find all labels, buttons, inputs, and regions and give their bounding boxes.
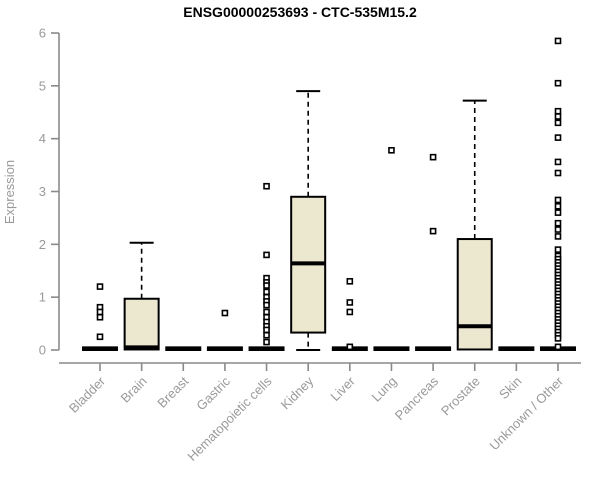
outlier-hematopoietic-cells-8	[263, 301, 270, 309]
outlier-liver-1	[346, 299, 354, 306]
outlier-unknown-other-5	[554, 134, 562, 141]
outlier-unknown-other-3	[554, 113, 562, 120]
outlier-liver-0	[346, 278, 354, 285]
outlier-unknown-other-14	[554, 246, 562, 253]
outlier-bladder-0	[96, 283, 104, 290]
x-label-prostate: Prostate	[438, 374, 483, 419]
outlier-unknown-other-7	[554, 169, 562, 177]
box-brain	[123, 297, 160, 351]
outlier-unknown-other-2	[554, 107, 562, 115]
y-tick-label-3: 3	[39, 184, 46, 199]
x-label-kidney: Kidney	[278, 373, 317, 412]
outlier-lung-0	[388, 146, 395, 154]
outlier-bladder-4	[96, 333, 104, 341]
outlier-bladder-2	[96, 308, 104, 316]
outlier-unknown-other-42	[554, 343, 562, 351]
outlier-gastric-0	[221, 309, 229, 317]
outlier-unknown-other-12	[554, 226, 562, 233]
outlier-hematopoietic-cells-15	[263, 338, 270, 346]
outlier-pancreas-0	[429, 153, 437, 161]
outlier-liver-2	[346, 308, 354, 316]
x-label-unknown-other: Unknown / Other	[487, 373, 567, 453]
y-tick-label-2: 2	[39, 237, 46, 252]
chart-title: ENSG00000253693 - CTC-535M15.2	[183, 4, 417, 20]
outlier-unknown-other-6	[554, 158, 562, 166]
x-label-bladder: Bladder	[66, 373, 109, 416]
outlier-unknown-other-11	[554, 219, 562, 227]
x-label-gastric: Gastric	[193, 373, 233, 413]
outlier-pancreas-1	[429, 227, 437, 235]
outlier-unknown-other-41	[554, 335, 562, 342]
outlier-unknown-other-1	[554, 79, 562, 87]
outlier-hematopoietic-cells-14	[263, 331, 270, 339]
outlier-unknown-other-0	[554, 37, 562, 45]
outlier-unknown-other-9	[554, 202, 562, 210]
x-label-brain: Brain	[118, 374, 150, 406]
outlier-bladder-3	[96, 313, 104, 321]
outlier-hematopoietic-cells-0	[263, 182, 270, 190]
box-prostate	[456, 238, 493, 351]
x-label-liver: Liver	[327, 373, 358, 404]
y-tick-label-1: 1	[39, 290, 46, 305]
x-label-lung: Lung	[369, 374, 400, 405]
outlier-unknown-other-4	[554, 119, 562, 127]
outlier-hematopoietic-cells-13	[263, 326, 270, 334]
outlier-unknown-other-8	[554, 196, 562, 204]
outlier-hematopoietic-cells-1	[263, 251, 270, 259]
y-tick-label-6: 6	[39, 26, 46, 41]
outlier-unknown-other-10	[554, 209, 562, 216]
outlier-hematopoietic-cells-4	[263, 282, 270, 289]
outlier-hematopoietic-cells-9	[263, 308, 270, 316]
y-axis-title: Expression	[2, 160, 17, 224]
outlier-liver-3	[346, 343, 354, 351]
y-tick-label-0: 0	[39, 343, 46, 358]
outlier-hematopoietic-cells-5	[263, 288, 270, 296]
y-tick-label-5: 5	[39, 78, 46, 93]
x-label-pancreas: Pancreas	[392, 373, 442, 423]
y-tick-label-4: 4	[39, 131, 46, 146]
x-label-skin: Skin	[496, 374, 524, 402]
x-label-breast: Breast	[154, 373, 191, 410]
outlier-unknown-other-13	[554, 233, 562, 240]
